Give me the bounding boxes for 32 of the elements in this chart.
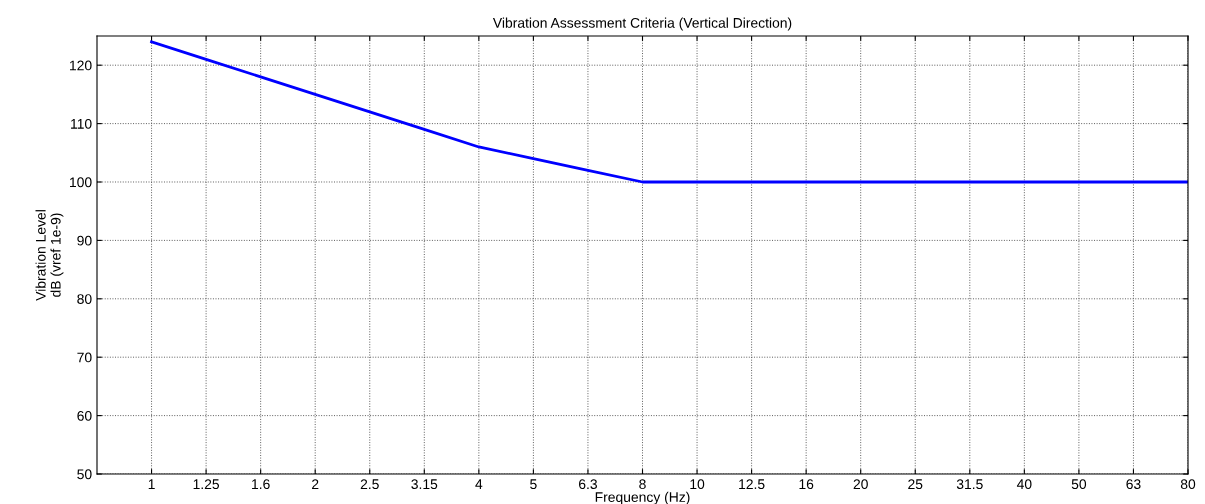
x-tick-label: 40 — [1016, 479, 1032, 490]
x-tick-label: 31.5 — [956, 479, 983, 490]
x-tick-label: 1.25 — [193, 479, 220, 490]
line-series — [150, 40, 1188, 184]
chart-title: Vibration Assessment Criteria (Vertical Direction) — [492, 17, 792, 31]
x-tick-label: 80 — [1180, 479, 1196, 490]
y-tick-label: 110 — [71, 118, 92, 129]
x-axis-title: Frequency (Hz) — [595, 491, 690, 504]
x-tick-label: 8 — [639, 479, 646, 490]
x-tick-label: 3.15 — [411, 479, 438, 490]
x-tick-label: 50 — [1071, 479, 1087, 490]
x-tick-label: 16 — [799, 479, 814, 490]
y-tick-label: 120 — [70, 60, 92, 71]
x-tick-label: 20 — [853, 479, 868, 490]
x-tick-label: 63 — [1126, 479, 1141, 490]
x-tick-label: 1 — [148, 479, 155, 489]
x-tick-label: 4 — [475, 479, 483, 489]
y-tick-label: 50 — [77, 469, 92, 480]
x-tick-label: 5 — [530, 479, 537, 490]
x-tick-label: 10 — [690, 479, 705, 490]
y-tick-label: 100 — [70, 177, 92, 188]
x-tick-label: 1.6 — [252, 479, 270, 490]
y-tick-label: 90 — [77, 235, 92, 246]
x-tick-label: 6.3 — [579, 479, 597, 490]
x-tick-label: 2.5 — [360, 479, 379, 490]
y-tick-label: 60 — [77, 410, 92, 421]
x-tick-label: 2 — [312, 479, 319, 489]
y-tick-label: 70 — [77, 352, 92, 363]
y-axis-title: Vibration Level dB (vref 1e-9) — [35, 210, 64, 301]
y-tick-label: 80 — [77, 294, 92, 304]
x-tick-label: 25 — [908, 479, 923, 490]
x-tick-label: 12.5 — [739, 479, 765, 490]
